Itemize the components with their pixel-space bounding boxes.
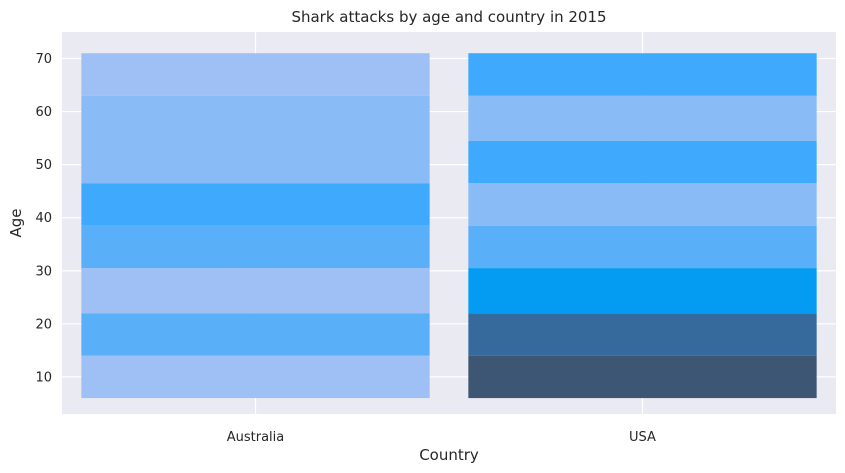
y-tick-label: 70 bbox=[35, 52, 52, 67]
x-tick-label: USA bbox=[629, 430, 656, 445]
heatmap-cell bbox=[468, 225, 817, 269]
heatmap-cell bbox=[81, 268, 430, 314]
heatmap-cell bbox=[468, 183, 817, 226]
tick-labels: 10 20 30 40 50 60 70 Australia USA bbox=[35, 52, 656, 445]
heatmap-cell bbox=[81, 225, 430, 269]
heatmap-cell bbox=[468, 95, 817, 141]
x-axis-label: Country bbox=[419, 446, 479, 464]
y-tick-label: 20 bbox=[35, 317, 52, 332]
heatmap-cell bbox=[81, 313, 430, 356]
chart-title: Shark attacks by age and country in 2015 bbox=[291, 8, 606, 26]
y-tick-label: 30 bbox=[35, 264, 52, 279]
y-tick-label: 60 bbox=[35, 105, 52, 120]
heatmap-cell bbox=[81, 355, 430, 399]
y-tick-label: 10 bbox=[35, 370, 52, 385]
heatmap-cell bbox=[81, 95, 430, 184]
heatmap-cell bbox=[81, 183, 430, 226]
heatmap-cell bbox=[468, 313, 817, 356]
heatmap-cell bbox=[468, 355, 817, 399]
heatmap-cells bbox=[81, 53, 817, 399]
heatmap-cell bbox=[468, 268, 817, 314]
heatmap-cell bbox=[468, 140, 817, 184]
heatmap-cell bbox=[81, 53, 430, 96]
y-tick-label: 50 bbox=[35, 158, 52, 173]
x-tick-label: Australia bbox=[227, 430, 285, 445]
heatmap-cell bbox=[468, 53, 817, 96]
y-tick-label: 40 bbox=[35, 211, 52, 226]
y-axis-label: Age bbox=[7, 208, 25, 237]
